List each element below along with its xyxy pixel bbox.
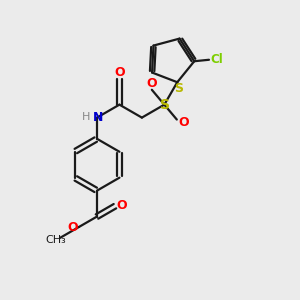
Text: N: N bbox=[93, 110, 104, 124]
Text: O: O bbox=[178, 116, 189, 129]
Text: O: O bbox=[67, 221, 78, 234]
Text: Cl: Cl bbox=[211, 53, 223, 66]
Text: S: S bbox=[174, 82, 183, 95]
Text: CH₃: CH₃ bbox=[45, 235, 66, 245]
Text: O: O bbox=[115, 66, 125, 79]
Text: H: H bbox=[82, 112, 90, 122]
Text: O: O bbox=[116, 199, 127, 212]
Text: O: O bbox=[146, 77, 157, 90]
Text: S: S bbox=[160, 98, 170, 112]
